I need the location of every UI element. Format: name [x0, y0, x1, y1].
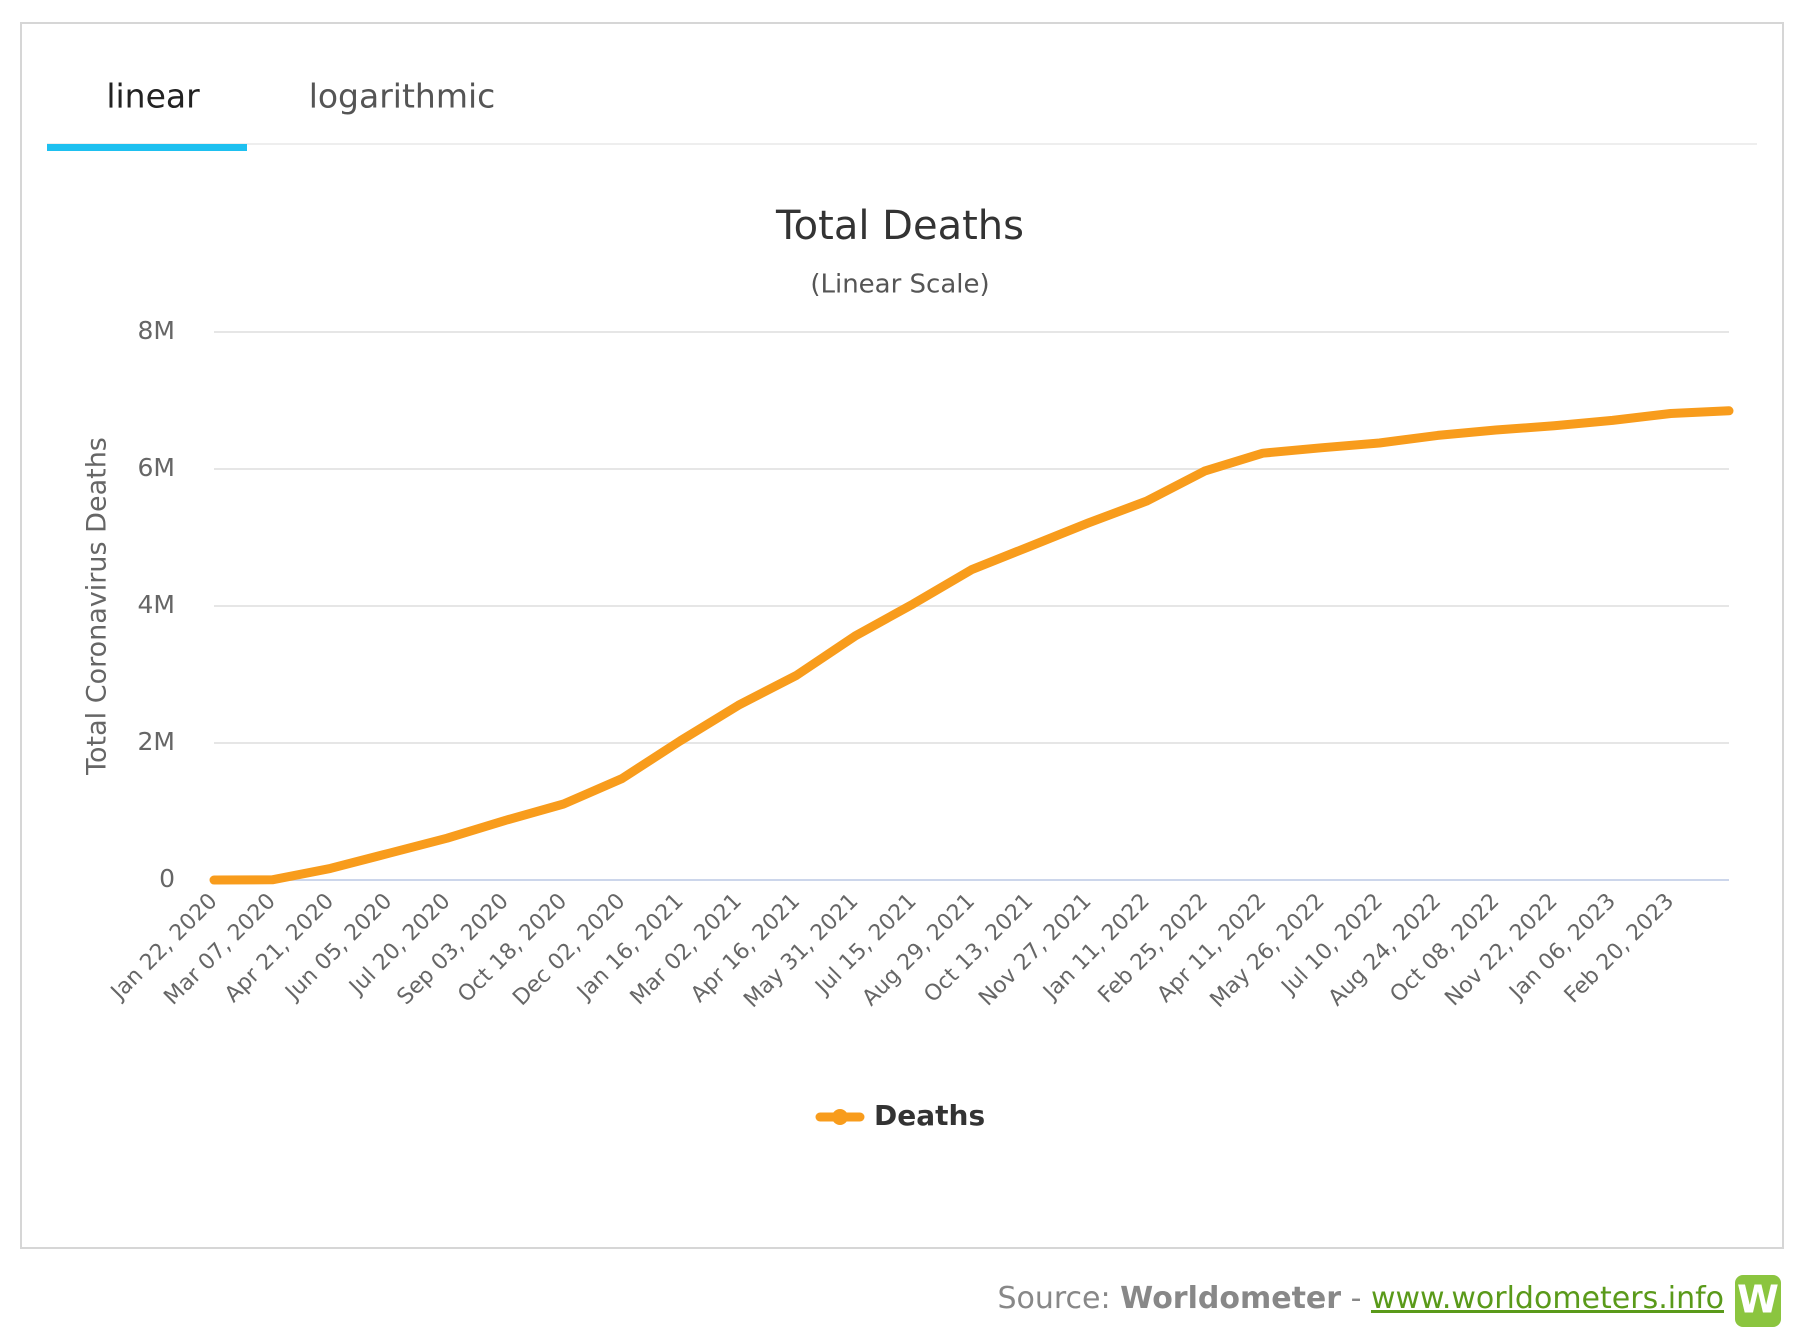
frame [20, 22, 1784, 1249]
y-tick-label: 4M [138, 590, 175, 619]
source: Source: Worldometer - www.worldometers.i… [997, 1275, 1781, 1327]
tab-logarithmic[interactable]: logarithmic [309, 77, 496, 116]
y-tick-label: 0 [159, 864, 175, 893]
legend-marker [832, 1109, 848, 1125]
line-series [209, 406, 1734, 885]
source-separator: - [1351, 1281, 1362, 1316]
chart-subtitle: (Linear Scale) [810, 270, 989, 300]
legend-label: Deaths [874, 1099, 985, 1132]
y-tick-label: 6M [138, 453, 175, 482]
tab-indicator [47, 144, 247, 151]
source-prefix: Source: [997, 1281, 1110, 1316]
tab-linear[interactable]: linear [106, 77, 200, 116]
y-tick-label: 2M [138, 727, 175, 756]
source-line: Source: Worldometer - www.worldometers.i… [997, 1281, 1724, 1316]
source-name: Worldometer [1120, 1281, 1341, 1316]
y-tick-label: 8M [138, 316, 175, 345]
y-axis-title: Total Coronavirus Deaths [82, 437, 113, 776]
source-logo-letter: W [1737, 1278, 1779, 1322]
source-url[interactable]: www.worldometers.info [1371, 1281, 1724, 1316]
source-logo [1735, 1275, 1781, 1327]
chart-title: Total Deaths [775, 203, 1024, 249]
